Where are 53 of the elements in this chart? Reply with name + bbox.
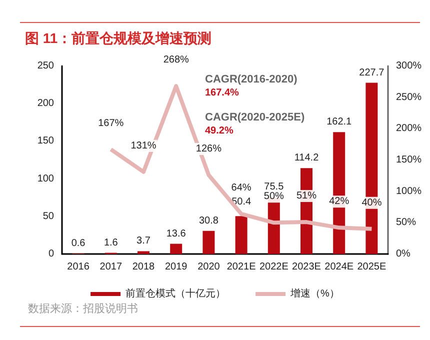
x-tick-label: 2022E [259, 262, 289, 272]
bar [202, 230, 215, 254]
data-label: 51% [296, 190, 317, 202]
y2-tick-label: 0% [396, 248, 411, 260]
annotation: 49.2% [205, 126, 234, 136]
y-tick-label: 100 [37, 173, 54, 184]
x-tick-label: 2020 [198, 262, 220, 272]
x-tick-label: 2024E [324, 262, 354, 272]
data-label: 64% [231, 182, 252, 194]
x-tick-label: 2023E [292, 262, 322, 272]
y-tick-label: 250 [37, 60, 54, 72]
y-tick-label: 150 [37, 136, 54, 147]
data-label: 0.6 [71, 238, 86, 250]
y2-tick-label: 150% [396, 154, 422, 166]
y-tick-label: 0 [48, 248, 54, 260]
data-label: 75.5 [264, 182, 284, 193]
legend-label: 前置仓模式（十亿元） [126, 288, 226, 300]
bar [138, 251, 150, 254]
data-label: 3.7 [136, 236, 151, 247]
bar [170, 244, 182, 254]
x-tick-label: 2017 [100, 262, 122, 272]
annotation: CAGR(2020-2025E) [205, 112, 305, 124]
data-label: 114.2 [294, 152, 320, 164]
bar [235, 216, 248, 254]
data-label: 1.6 [104, 237, 118, 248]
x-tick-label: 2018 [132, 262, 156, 272]
chart-title: 图 11：前置仓规模及增速预测 [25, 30, 212, 46]
source-note: 数据来源：招股说明书 [28, 302, 138, 315]
x-tick-label: 2021E [226, 262, 256, 272]
y2-tick-label: 300% [396, 60, 422, 72]
data-label: 227.7 [359, 67, 385, 78]
data-label: 131% [130, 140, 156, 152]
y2-tick-label: 250% [396, 92, 422, 103]
data-label: 167% [98, 118, 124, 129]
data-label: 268% [163, 54, 189, 66]
x-tick-label: 2019 [164, 262, 188, 272]
data-label: 50% [264, 191, 284, 202]
x-tick-label: 2025E [357, 262, 386, 272]
annotation: 167.4% [205, 88, 240, 98]
y-tick-label: 50 [42, 210, 54, 222]
data-label: 13.6 [166, 228, 186, 240]
data-label: 126% [196, 144, 222, 155]
data-label: 42% [329, 196, 350, 208]
data-label: 30.8 [198, 215, 219, 226]
y2-tick-label: 200% [396, 123, 422, 134]
data-label: 40% [362, 197, 382, 208]
data-label: 162.1 [326, 116, 352, 128]
x-tick-label: 2016 [67, 262, 90, 272]
y-tick-label: 200 [37, 98, 54, 110]
legend-label: 增速（%） [290, 288, 340, 300]
annotation: CAGR(2016-2020) [205, 74, 298, 86]
y2-tick-label: 50% [396, 217, 416, 228]
y2-tick-label: 100% [396, 186, 422, 197]
